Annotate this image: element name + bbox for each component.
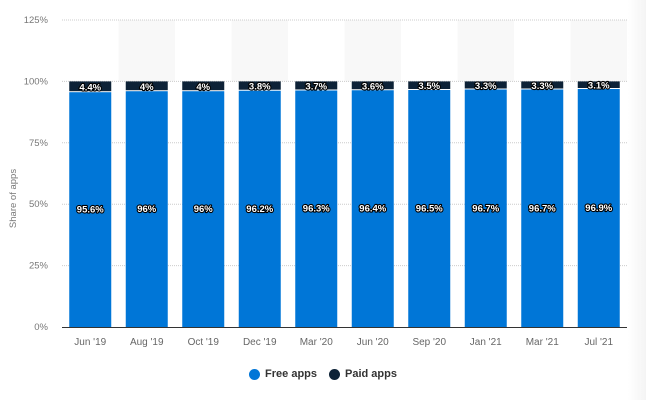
data-label-paid: 3.3% — [475, 81, 497, 92]
x-tick-label: Mar '21 — [526, 337, 559, 348]
x-tick-label: Jan '21 — [470, 337, 502, 348]
x-tick-label: Oct '19 — [188, 337, 220, 348]
bar-paid-apps — [125, 81, 168, 91]
y-tick-label: 50% — [29, 199, 49, 210]
data-label-free: 96.2% — [246, 204, 273, 215]
x-tick-label: Jun '20 — [357, 337, 389, 348]
data-label-free: 96.9% — [585, 203, 612, 214]
bar-paid-apps — [295, 81, 338, 90]
legend-item-paid-apps[interactable]: Paid apps — [329, 368, 397, 380]
x-tick-label: Sep '20 — [412, 337, 446, 348]
x-tick-label: Aug '19 — [130, 337, 164, 348]
legend-dot-paid — [329, 368, 340, 380]
x-tick-label: Mar '20 — [300, 337, 333, 348]
column-band — [344, 20, 401, 82]
legend-label: Free apps — [265, 368, 317, 380]
bar-paid-apps — [238, 81, 281, 90]
bar-free-apps — [182, 91, 225, 327]
y-axis-label: Share of apps — [8, 169, 19, 228]
data-label-paid: 4% — [196, 82, 210, 93]
bar-paid-apps — [464, 81, 507, 89]
data-label-free: 96.5% — [416, 203, 443, 214]
bar-paid-apps — [577, 81, 620, 89]
data-label-paid: 3.8% — [249, 82, 271, 93]
bar-free-apps — [238, 90, 281, 327]
data-label-paid: 3.5% — [418, 81, 440, 92]
legend-item-free-apps[interactable]: Free apps — [249, 368, 317, 380]
bar-paid-apps — [182, 81, 225, 91]
data-label-free: 96.3% — [303, 204, 330, 215]
scroll-edge — [628, 0, 646, 400]
column-band — [231, 20, 288, 82]
bar-paid-apps — [521, 81, 564, 89]
data-label-free: 96.4% — [359, 204, 386, 215]
data-label-free: 95.6% — [77, 205, 104, 216]
x-tick-label: Jul '21 — [584, 337, 613, 348]
bar-paid-apps — [69, 81, 112, 92]
bar-free-apps — [351, 90, 394, 327]
data-label-free: 96% — [194, 204, 214, 215]
bar-paid-apps — [408, 81, 451, 89]
data-label-paid: 4.4% — [79, 82, 101, 93]
bar-paid-apps — [351, 81, 394, 90]
legend: Free apps Paid apps — [0, 368, 646, 380]
x-tick-label: Jun '19 — [74, 337, 106, 348]
y-tick-label: 25% — [29, 261, 49, 272]
bar-free-apps — [464, 89, 507, 328]
bar-free-apps — [69, 92, 112, 328]
y-tick-label: 75% — [29, 138, 49, 149]
bar-free-apps — [521, 89, 564, 328]
data-label-paid: 3.7% — [305, 81, 327, 92]
legend-dot-free — [249, 368, 261, 380]
column-band — [570, 20, 627, 82]
y-tick-label: 100% — [24, 76, 49, 87]
bar-free-apps — [125, 91, 168, 327]
column-band — [457, 20, 514, 82]
data-label-paid: 3.3% — [531, 81, 553, 92]
data-label-free: 96.7% — [529, 203, 556, 214]
data-label-free: 96% — [137, 204, 157, 215]
legend-label: Paid apps — [345, 368, 397, 380]
data-label-paid: 4% — [140, 82, 154, 93]
bar-free-apps — [577, 89, 620, 327]
x-tick-label: Dec '19 — [243, 337, 277, 348]
y-tick-label: 0% — [34, 322, 48, 333]
bar-free-apps — [295, 90, 338, 327]
data-label-paid: 3.1% — [588, 81, 610, 92]
column-band — [118, 20, 175, 82]
bar-free-apps — [408, 89, 451, 327]
data-label-free: 96.7% — [472, 203, 499, 214]
data-label-paid: 3.6% — [362, 81, 384, 92]
y-tick-label: 125% — [24, 15, 49, 26]
